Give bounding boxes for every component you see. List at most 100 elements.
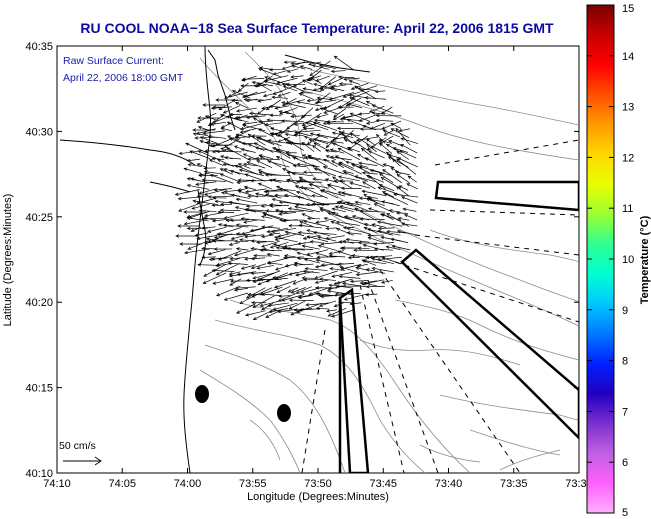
current-vector	[327, 307, 347, 317]
current-vector	[329, 267, 346, 272]
current-vector	[309, 240, 322, 244]
current-vector	[354, 175, 378, 183]
current-vector	[198, 173, 218, 178]
colorbar-tick-label: 15	[622, 3, 634, 15]
current-vector	[367, 207, 379, 212]
current-vector	[307, 154, 328, 167]
x-tick-label: 73:45	[369, 478, 397, 490]
current-vector	[298, 308, 321, 312]
current-vector	[299, 220, 313, 227]
current-vector	[358, 113, 378, 122]
current-vector	[360, 147, 378, 161]
current-vector	[267, 160, 290, 168]
current-vector	[367, 236, 385, 243]
current-vector	[311, 145, 321, 152]
current-vector	[296, 195, 323, 204]
scale-arrow	[63, 456, 102, 466]
current-vector	[335, 227, 355, 236]
colorbar-tick-label: 5	[622, 507, 628, 519]
current-vector	[358, 161, 378, 166]
current-vector	[359, 209, 386, 213]
current-vector	[230, 193, 250, 199]
current-vector	[349, 97, 370, 106]
current-vector	[213, 247, 233, 251]
current-vector	[247, 133, 266, 146]
colorbar-tick-label: 9	[622, 305, 628, 317]
x-tick-label: 74:05	[108, 478, 136, 490]
current-vector	[314, 279, 329, 284]
current-vector	[316, 255, 337, 259]
current-vector	[269, 204, 290, 208]
current-vector	[211, 156, 225, 161]
current-vector	[308, 183, 329, 189]
current-vector	[320, 294, 347, 299]
current-vector	[235, 247, 249, 251]
current-vector	[236, 107, 257, 113]
current-vector	[240, 264, 257, 270]
contour-line	[429, 229, 579, 263]
current-vector	[290, 61, 312, 66]
current-vector	[256, 160, 273, 168]
coastline-nj	[183, 46, 211, 473]
current-vector	[186, 216, 209, 222]
current-vector	[271, 95, 288, 99]
current-vector	[269, 242, 289, 249]
current-vector	[319, 277, 337, 281]
current-vector	[214, 199, 241, 205]
current-vector	[201, 246, 216, 251]
current-vector	[392, 147, 409, 153]
current-vector	[264, 173, 291, 177]
current-vector	[337, 147, 361, 161]
current-vector	[378, 184, 395, 192]
current-vector	[345, 160, 369, 168]
current-vector	[354, 200, 371, 205]
current-vector	[233, 287, 249, 292]
current-vector	[323, 217, 337, 222]
legend-raw-current: Raw Surface Current:	[63, 55, 164, 67]
current-vector	[296, 131, 312, 137]
current-vector	[341, 191, 361, 198]
current-vector	[184, 248, 211, 255]
current-vector	[396, 150, 410, 160]
current-vector	[239, 128, 256, 134]
current-vector	[229, 256, 248, 261]
current-vector	[207, 195, 232, 199]
current-vector	[208, 256, 233, 262]
current-vector	[328, 283, 353, 289]
current-vector	[222, 223, 249, 228]
current-vector	[290, 114, 312, 119]
current-vector	[266, 261, 283, 265]
current-vector	[311, 194, 323, 198]
contour-line	[199, 57, 579, 327]
station-marker-a	[195, 385, 209, 403]
current-vector	[293, 133, 305, 137]
current-vector	[353, 141, 370, 152]
contour-line	[499, 449, 561, 471]
current-vector	[266, 227, 289, 234]
current-vector	[309, 60, 331, 76]
current-vector	[286, 246, 314, 251]
coastline-raritan	[59, 139, 196, 166]
current-vector	[318, 64, 337, 70]
current-vector	[251, 134, 267, 138]
current-vector	[207, 135, 227, 139]
current-vector	[267, 302, 289, 308]
current-vector	[323, 158, 338, 168]
current-vector	[244, 257, 257, 261]
current-vector	[375, 133, 386, 144]
current-vector	[269, 113, 282, 118]
current-vector	[228, 242, 240, 246]
current-vector	[272, 276, 288, 280]
colorbar-tick-label: 14	[622, 51, 634, 63]
current-vector	[239, 293, 258, 305]
current-vector	[219, 173, 241, 183]
current-vector	[226, 121, 243, 130]
current-vector	[288, 300, 306, 310]
current-vector	[327, 183, 345, 189]
current-vector	[339, 265, 361, 274]
current-vector	[268, 308, 289, 314]
current-vector	[286, 170, 305, 175]
current-vector	[207, 249, 226, 256]
current-vector	[256, 265, 274, 270]
current-vector	[257, 98, 272, 103]
